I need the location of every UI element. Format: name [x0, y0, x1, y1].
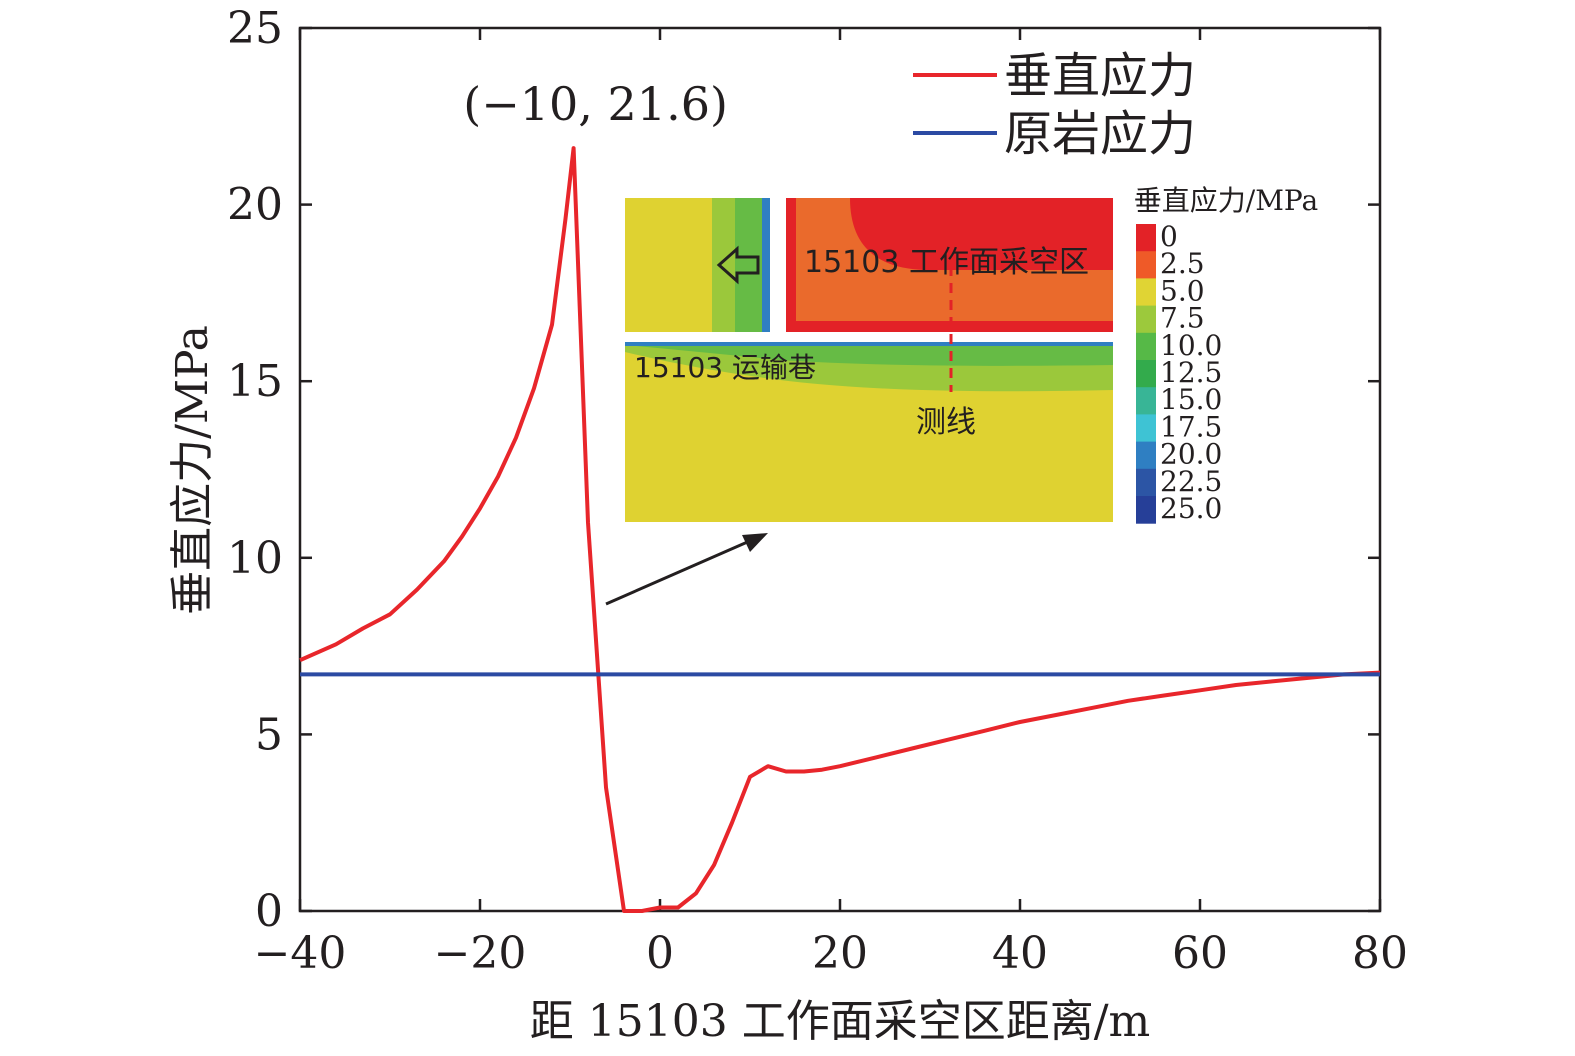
pillar-gap: [770, 198, 786, 332]
colorbar-label: 5.0: [1160, 274, 1205, 307]
y-tick-label: 15: [227, 356, 283, 407]
axes: −40 −20 0 20 40 60 80 0 5 10 15 20 25: [227, 3, 1408, 979]
series-layer: (−10, 21.6): [299, 77, 1381, 913]
x-tick-label: 40: [992, 928, 1048, 979]
goaf-inner-region: [796, 198, 1113, 321]
colorbar-label: 20.0: [1160, 438, 1222, 471]
goaf-label: 15103 工作面采空区: [804, 245, 1089, 280]
colorbar-label: 25.0: [1160, 492, 1222, 525]
colorbar-swatch: [1136, 224, 1156, 252]
colorbar-label: 17.5: [1160, 410, 1222, 443]
colorbar-label: 22.5: [1160, 465, 1222, 498]
colorbar-swatch: [1136, 360, 1156, 388]
y-tick-label: 25: [227, 3, 283, 54]
colorbar-swatch: [1136, 251, 1156, 279]
legend-label: 原岩应力: [1004, 106, 1196, 162]
colorbar-swatch: [1136, 332, 1156, 361]
y-tick-label: 5: [255, 709, 283, 760]
colorbar-label: 10.0: [1160, 329, 1222, 362]
colorbar-swatch: [1136, 387, 1156, 415]
x-tick-label: 0: [646, 928, 674, 979]
colorbar-label: 7.5: [1160, 302, 1205, 335]
pointer-arrow-head: [742, 533, 768, 552]
pointer-arrow-line: [605, 538, 753, 606]
x-axis-label: 距 15103 工作面采空区距离/m: [530, 996, 1151, 1047]
roadway-stress-green: [625, 342, 1113, 366]
colorbar-label: 2.5: [1160, 247, 1205, 280]
pillar-green-zone: [735, 198, 765, 332]
y-tick-label: 0: [255, 886, 283, 937]
roadway-blue-zone: [625, 342, 1113, 346]
y-axis-label: 垂直应力/MPa: [167, 325, 218, 615]
colorbar-swatch: [1136, 441, 1156, 470]
colorbar-swatch: [1136, 414, 1156, 443]
x-tick-label: 80: [1352, 928, 1408, 979]
x-tick-label: −40: [254, 928, 347, 979]
colorbar-title: 垂直应力/MPa: [1134, 184, 1318, 217]
x-tick-label: 60: [1172, 928, 1228, 979]
colorbar-label: 0: [1160, 220, 1178, 253]
peak-annotation: (−10, 21.6): [463, 77, 728, 131]
colorbar-label: 12.5: [1160, 356, 1222, 389]
roadway-label: 15103 运输巷: [634, 351, 816, 384]
colorbar-swatch: [1136, 278, 1156, 307]
y-tick-label: 20: [227, 180, 283, 231]
pillar-blue-zone: [762, 198, 770, 332]
legend-label: 垂直应力: [1004, 48, 1196, 104]
survey-line-label: 测线: [916, 405, 976, 440]
y-tick-label: 10: [227, 533, 283, 584]
roadway-opening: [625, 332, 1113, 342]
colorbar-swatch: [1136, 496, 1156, 524]
x-tick-label: −20: [434, 928, 527, 979]
x-tick-label: 20: [812, 928, 868, 979]
colorbar-swatch: [1136, 305, 1156, 334]
colorbar-swatch: [1136, 468, 1156, 497]
series-line-0: [299, 146, 1381, 913]
arrow-left-icon: [716, 245, 760, 285]
colorbar-label: 15.0: [1160, 383, 1222, 416]
